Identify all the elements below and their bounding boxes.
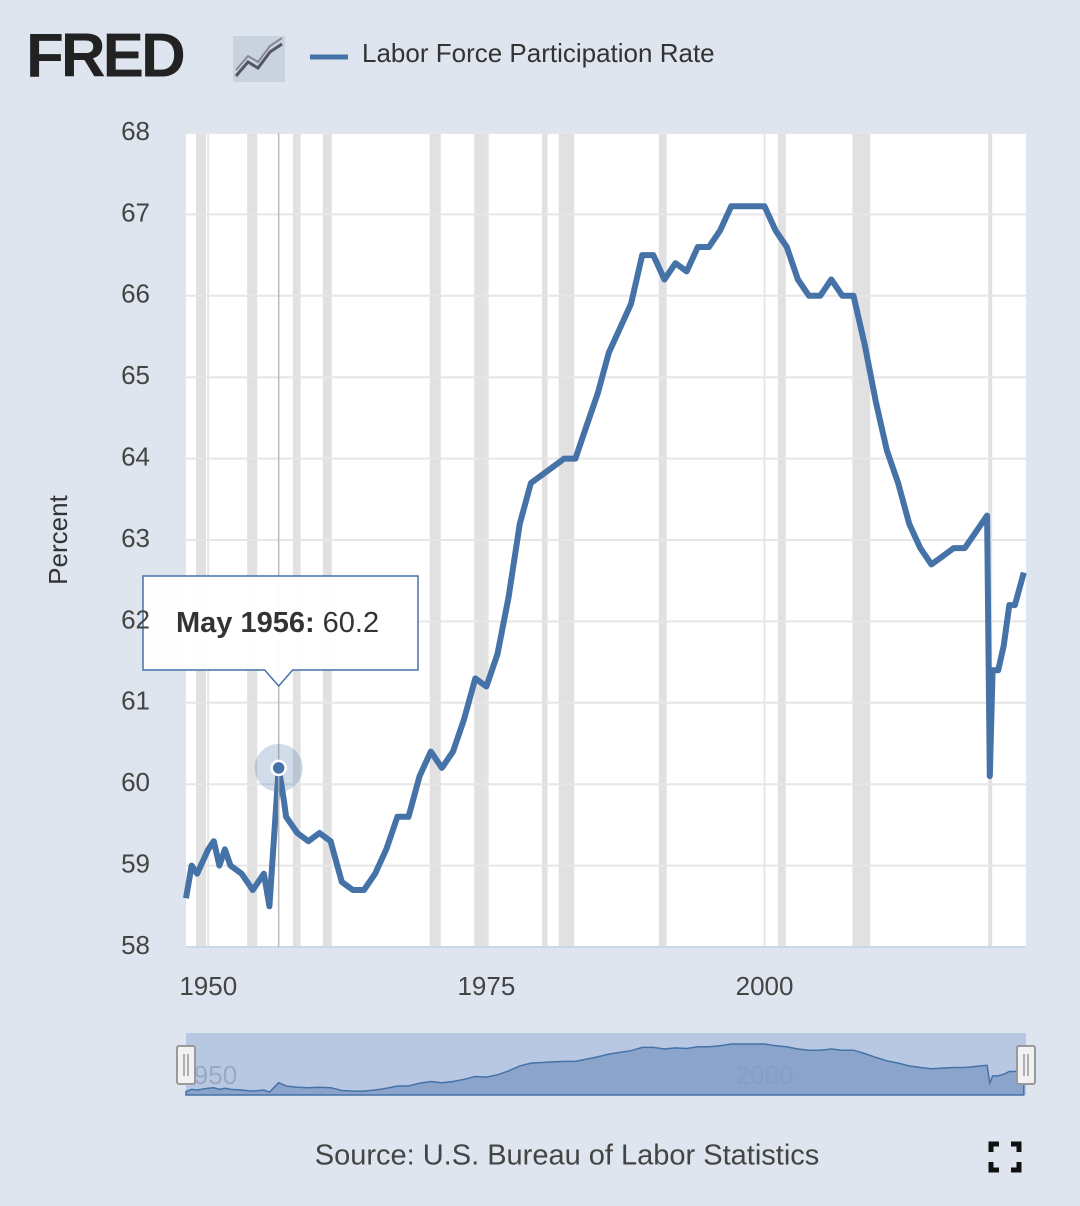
navigator-handle[interactable] bbox=[176, 1045, 196, 1085]
x-tick-label: 1975 bbox=[457, 971, 515, 1001]
y-tick-label: 60 bbox=[121, 767, 150, 797]
y-tick-label: 67 bbox=[121, 197, 150, 227]
tooltip-date: May 1956: bbox=[176, 607, 315, 639]
navigator-handle[interactable] bbox=[1016, 1045, 1036, 1085]
y-tick-label: 59 bbox=[121, 848, 150, 878]
y-axis-label: Percent bbox=[43, 494, 73, 584]
y-tick-label: 62 bbox=[121, 604, 150, 634]
y-tick-label: 68 bbox=[121, 116, 150, 146]
y-tick-label: 65 bbox=[121, 360, 150, 390]
fullscreen-icon[interactable] bbox=[988, 1141, 1022, 1173]
logo: FRED bbox=[26, 21, 184, 90]
navigator-area bbox=[185, 1043, 1025, 1096]
tooltip-box bbox=[142, 575, 419, 688]
y-tick-label: 64 bbox=[121, 441, 150, 471]
tooltip-text: May 1956: 60.2 bbox=[176, 607, 379, 639]
x-tick-label: 2000 bbox=[736, 971, 794, 1001]
y-tick-label: 63 bbox=[121, 523, 150, 553]
y-tick-label: 66 bbox=[121, 279, 150, 309]
tooltip-value: 60.2 bbox=[323, 607, 379, 639]
y-tick-label: 58 bbox=[121, 930, 150, 960]
source: Source: U.S. Bureau of Labor Statistics bbox=[315, 1140, 820, 1172]
logo-icon bbox=[233, 36, 285, 82]
x-tick-label: 1950 bbox=[179, 971, 237, 1001]
series-line bbox=[183, 203, 1027, 910]
legend-label: Labor Force Participation Rate bbox=[362, 38, 715, 68]
y-tick-label: 61 bbox=[121, 686, 150, 716]
hover-point bbox=[270, 759, 287, 777]
